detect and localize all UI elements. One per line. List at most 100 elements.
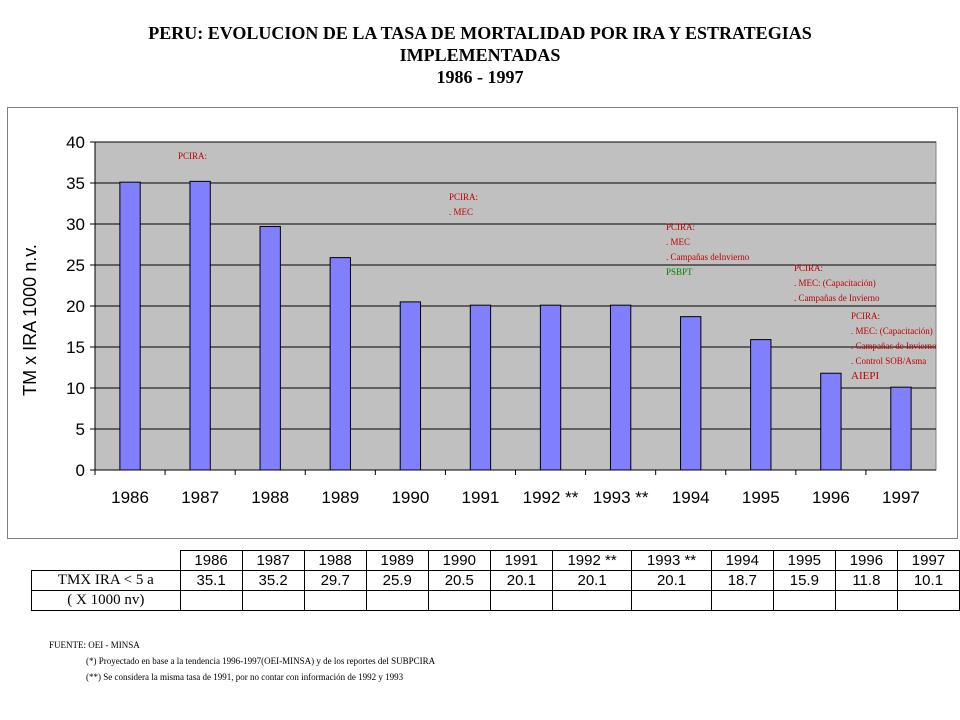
annotation-text: PCIRA: [851,311,880,321]
x-tick-label: 1989 [321,488,359,507]
table-header-cell: 1993 ** [631,550,712,571]
annotation-text: . MEC: (Capacitación) [851,326,933,336]
bar [680,316,702,471]
annotation-text: . MEC [449,207,473,217]
table-empty-cell [710,590,774,611]
x-tick-label: 1996 [812,488,850,507]
table-header-cell: 1987 [241,550,305,571]
annotation-text: . Campañas de Invierno [794,293,880,303]
x-tick-label: 1997 [882,488,920,507]
bar [399,301,422,471]
data-table: 1986 1987 1988 1989 1990 1991 1992 ** 1993 ** 19… [31,550,960,611]
bar [820,372,842,471]
annotation-text: AIEPI [851,370,879,382]
chart-title: PERU: EVOLUCION DE LA TASA DE MORTALIDAD… [0,22,960,88]
x-tick-label: 1995 [742,488,780,507]
table-header-cell: 1997 [896,550,960,571]
annotation-text: . MEC: (Capacitación) [794,278,876,288]
row-label-units: ( X 1000 nv) [31,590,181,611]
x-tick-label: 1986 [111,488,149,507]
table-header-cell: 1992 ** [551,550,633,571]
table-header-cell: 1996 [834,550,898,571]
table-header-row: 1986 1987 1988 1989 1990 1991 1992 ** 1993 ** 19… [32,550,960,571]
x-tick-label: 1991 [462,488,500,507]
y-tick-label: 20 [66,297,85,316]
x-tick-label: 1990 [391,488,429,507]
chart-area: 0 5 10 15 20 25 30 35 40 1986 1987 1988 1989 1990 1991… [7,107,958,539]
table-value-cell: 35.1 [179,570,243,591]
table-header-cell: 1994 [710,550,774,571]
title-line-2: IMPLEMENTADAS [399,45,561,65]
annotation-text: PCIRA: [666,222,695,232]
table-empty-cell [772,590,836,611]
table-header-cell: 1988 [303,550,367,571]
y-axis-label: TM x IRA 1000 n.v. [20,244,40,396]
table-empty-cell [303,590,367,611]
x-tick-label: 1992 ** [523,488,579,507]
table-header-cell: 1995 [772,550,836,571]
table-empty-cell [834,590,898,611]
y-tick-label: 10 [66,379,85,398]
x-tick-label: 1987 [181,488,219,507]
table-value-cell: 35.2 [241,570,305,591]
annotation-text: PCIRA: [449,192,478,202]
table-row: TMX IRA < 5 a 35.1 35.2 29.7 25.9 20.5 20.1 20… [31,570,960,591]
table-empty-cell [365,590,429,611]
y-tick-label: 35 [66,174,85,193]
x-tick-label: 1994 [672,488,710,507]
title-line-3: 1986 - 1997 [436,67,524,87]
y-tick-label: 15 [66,338,85,357]
x-tick-label: 1988 [251,488,289,507]
table-row-lower: ( X 1000 nv) [31,590,960,611]
annotation-text: PCIRA: [178,151,207,161]
table-empty-cell [896,590,960,611]
bar [469,304,492,471]
footnotes: FUENTE: OEI - MINSA (*) Proyectado en ba… [49,637,435,685]
table-empty-cell [179,590,243,611]
table-empty-cell [427,590,491,611]
y-tick-label: 25 [66,256,85,275]
table-header-cell: 1991 [489,550,553,571]
annotation-text: PCIRA: [794,263,823,273]
y-tick-label: 30 [66,215,85,234]
annotation-text: . MEC [666,237,690,247]
table-empty-cell [551,590,633,611]
table-header-cell: 1989 [365,550,429,571]
table-value-cell: 11.8 [834,570,898,591]
table-value-cell: 20.5 [427,570,491,591]
table-empty-cell [631,590,712,611]
annotation-text: PSBPT [666,267,693,277]
title-line-1: PERU: EVOLUCION DE LA TASA DE MORTALIDAD… [148,23,812,43]
table-corner [32,551,181,571]
table-empty-cell [489,590,553,611]
y-tick-label: 40 [66,133,85,152]
table-value-cell: 20.1 [551,570,633,591]
bar [609,304,632,471]
table-value-cell: 18.7 [710,570,774,591]
footnote-1: (*) Proyectado en base a la tendencia 19… [86,656,436,666]
row-label: TMX IRA < 5 a [31,570,181,591]
annotation-text: . Campañas deInvierno [666,252,750,262]
bar [119,181,141,471]
bar [539,304,562,471]
bar [189,180,211,471]
table-empty-cell [241,590,305,611]
table-value-cell: 29.7 [303,570,367,591]
table-value-cell: 15.9 [772,570,836,591]
table-header-cell: 1986 [179,550,243,571]
annotation-text: . Campañas de Invierno [851,341,937,351]
bar [259,225,281,471]
table-header-cell: 1990 [427,550,491,571]
bar [329,257,351,471]
footnote-2: (**) Se considera la misma tasa de 1991,… [86,672,404,682]
table-value-cell: 10.1 [896,570,960,591]
x-tick-label: 1993 ** [593,488,649,507]
table-value-cell: 25.9 [365,570,429,591]
bar [890,386,912,471]
annotation-text: . Control SOB/Asma [851,356,926,366]
bar-chart: 0 5 10 15 20 25 30 35 40 1986 1987 1988 1989 1990 1991… [20,133,937,507]
table-value-cell: 20.1 [489,570,553,591]
y-tick-label: 0 [76,461,85,480]
y-tick-label: 5 [76,420,85,439]
bar [750,339,772,471]
